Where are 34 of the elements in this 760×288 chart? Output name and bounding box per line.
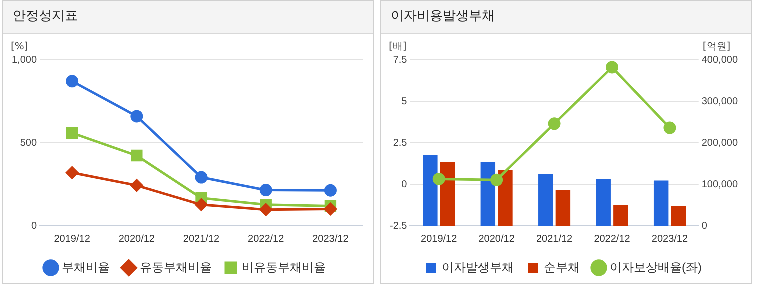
y-tick-label: 7.5	[393, 54, 408, 66]
x-tick-label: 2023/12	[312, 234, 350, 245]
y2-tick-label: 300,000	[702, 96, 738, 108]
y-axis-title: [배]	[389, 42, 407, 53]
y-tick-label: 1,000	[12, 54, 38, 66]
y2-axis-title: [억원]	[702, 42, 731, 53]
y-tick-label: 500	[20, 138, 38, 149]
y-tick-label: 0	[402, 179, 408, 190]
y-tick-label: -2.5	[390, 220, 408, 232]
legend-label: 이자발생부채	[442, 260, 514, 274]
y-tick-label: 2.5	[393, 138, 408, 149]
y2-tick-label: 100,000	[702, 179, 738, 190]
legend-label: 이자보상배율(좌)	[610, 260, 702, 274]
legend-label: 부채비율	[62, 260, 110, 274]
x-tick-label: 2019/12	[54, 234, 91, 245]
y-axis-title: [%]	[11, 42, 28, 53]
y2-tick-label: 400,000	[702, 54, 738, 66]
y-tick-label: 5	[402, 96, 408, 108]
y2-tick-label: 0	[702, 220, 708, 232]
x-tick-label: 2021/12	[183, 234, 220, 245]
legend-label: 비유동부채비율	[242, 260, 326, 274]
x-tick-label: 2019/12	[421, 234, 458, 245]
chart-title: 이자비용발생부채	[381, 1, 751, 34]
x-tick-label: 2021/12	[536, 234, 574, 245]
x-tick-label: 2023/12	[652, 234, 688, 245]
x-tick-label: 2020/12	[118, 234, 156, 245]
x-tick-label: 2022/12	[594, 234, 631, 245]
chart-title: 안정성지표	[3, 1, 373, 34]
y2-tick-label: 200,000	[702, 138, 738, 149]
x-tick-label: 2022/12	[248, 234, 285, 245]
legend-label: 유동부채비율	[140, 260, 212, 274]
x-tick-label: 2020/12	[478, 234, 516, 245]
legend-label: 순부채	[544, 260, 580, 274]
y-tick-label: 0	[31, 220, 38, 232]
